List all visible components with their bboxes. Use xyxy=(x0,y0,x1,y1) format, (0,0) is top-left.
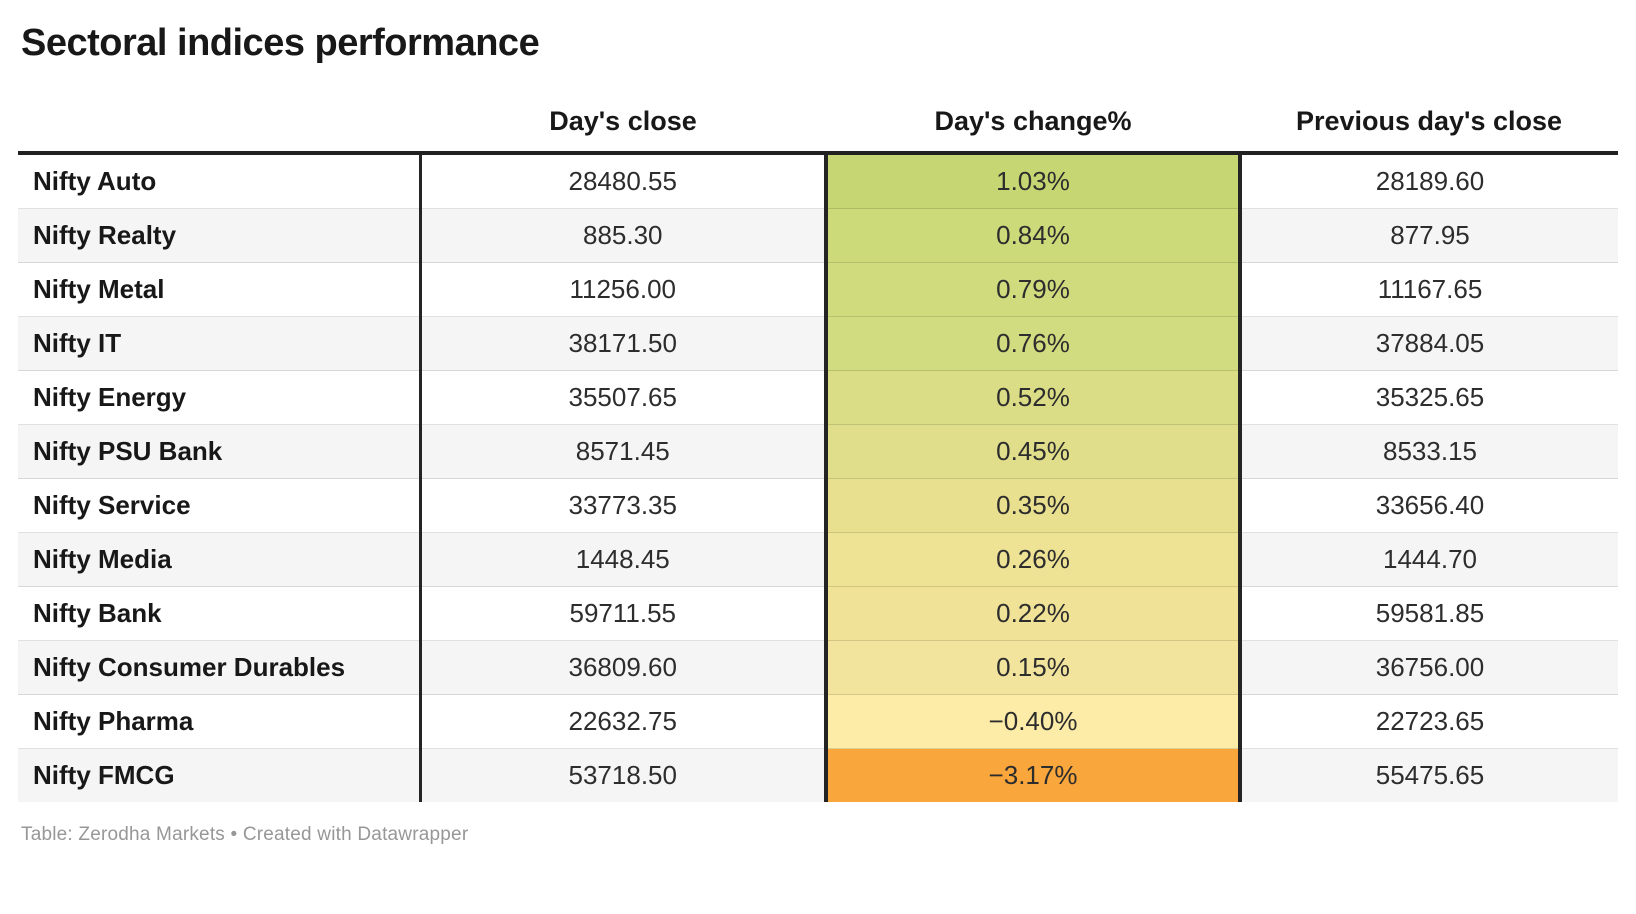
page-title: Sectoral indices performance xyxy=(21,22,540,64)
days-close-cell: 28480.55 xyxy=(568,166,677,196)
attribution-middle: • Created with xyxy=(225,824,358,845)
row-index-label: Nifty Bank xyxy=(18,586,422,641)
table-row: Nifty Service 33773.35 0.35% 33656.40 xyxy=(18,478,1618,533)
prev-close-cell: 877.95 xyxy=(1240,208,1618,263)
days-close-cell: 1448.45 xyxy=(420,532,826,587)
days-close-cell: 35507.65 xyxy=(420,370,826,425)
table-row: Nifty Auto 28480.55 1.03% 28189.60 xyxy=(18,153,1618,209)
table-row: Nifty FMCG 53718.50 −3.17% 55475.65 xyxy=(18,748,1618,802)
table-row: Nifty PSU Bank 8571.45 0.45% 8533.15 xyxy=(18,424,1618,479)
row-index-label: Nifty IT xyxy=(18,316,422,371)
table-row: Nifty Metal 11256.00 0.79% 11167.65 xyxy=(18,262,1618,317)
prev-close-cell: 28189.60 xyxy=(1375,166,1485,196)
days-close-cell: 38171.50 xyxy=(420,316,826,371)
table-row: Nifty Media 1448.45 0.26% 1444.70 xyxy=(18,532,1618,587)
attribution-prefix: Table: xyxy=(21,824,79,845)
days-close-cell: 53718.50 xyxy=(420,748,826,802)
days-close-cell: 59711.55 xyxy=(420,586,826,641)
days-change-cell: 0.79% xyxy=(824,262,1242,317)
header-index-column xyxy=(18,64,420,155)
table-row: Nifty Energy 35507.65 0.52% 35325.65 xyxy=(18,370,1618,425)
header-previous-close: Previous day's close xyxy=(1240,64,1618,155)
prev-close-cell: 11167.65 xyxy=(1240,262,1618,317)
prev-close-cell: 59581.85 xyxy=(1240,586,1618,641)
row-index-label: Nifty Pharma xyxy=(18,694,422,749)
days-change-cell: 0.52% xyxy=(824,370,1242,425)
days-change-cell: −3.17% xyxy=(824,748,1242,802)
prev-close-cell: 1444.70 xyxy=(1240,532,1618,587)
row-index-label: Nifty Consumer Durables xyxy=(18,640,422,695)
days-close-cell: 8571.45 xyxy=(420,424,826,479)
datawrapper-link[interactable]: Datawrapper xyxy=(357,824,469,845)
days-change-cell: −0.40% xyxy=(824,694,1242,749)
days-change-cell: 0.45% xyxy=(824,424,1242,479)
row-index-label: Nifty PSU Bank xyxy=(18,424,422,479)
header-days-change: Day's change% xyxy=(826,64,1240,155)
row-index-label: Nifty Realty xyxy=(18,208,422,263)
sectoral-indices-table: Day's close Day's change% Previous day's… xyxy=(18,64,1618,802)
table-row: Nifty Consumer Durables 36809.60 0.15% 3… xyxy=(18,640,1618,695)
days-close-cell: 36809.60 xyxy=(420,640,826,695)
days-change-cell: 0.76% xyxy=(824,316,1242,371)
prev-close-cell: 37884.05 xyxy=(1240,316,1618,371)
prev-close-cell: 36756.00 xyxy=(1240,640,1618,695)
table-row: Nifty Bank 59711.55 0.22% 59581.85 xyxy=(18,586,1618,641)
days-close-cell: 885.30 xyxy=(420,208,826,263)
days-change-cell: 0.15% xyxy=(824,640,1242,695)
days-close-cell: 11256.00 xyxy=(420,262,826,317)
prev-close-cell: 22723.65 xyxy=(1240,694,1618,749)
table-row: Nifty IT 38171.50 0.76% 37884.05 xyxy=(18,316,1618,371)
days-change-cell: 1.03% xyxy=(824,153,1242,209)
days-change-cell: 0.22% xyxy=(824,586,1242,641)
row-index-label: Nifty Metal xyxy=(18,262,422,317)
row-index-label: Nifty Energy xyxy=(18,370,422,425)
days-change-cell: 0.84% xyxy=(824,208,1242,263)
prev-close-cell: 33656.40 xyxy=(1240,478,1618,533)
days-change-cell: 0.26% xyxy=(824,532,1242,587)
row-index-label: Nifty FMCG xyxy=(18,748,422,802)
prev-close-cell: 8533.15 xyxy=(1240,424,1618,479)
row-index-label: Nifty Service xyxy=(18,478,422,533)
table-body: Nifty Auto 28480.55 1.03% 28189.60 Nifty… xyxy=(18,153,1618,802)
row-index-label: Nifty Auto xyxy=(18,153,422,209)
days-close-cell: 33773.35 xyxy=(420,478,826,533)
attribution: Table: Zerodha Markets • Created with Da… xyxy=(21,824,1618,846)
prev-close-cell: 35325.65 xyxy=(1240,370,1618,425)
row-index-label: Nifty Media xyxy=(18,532,422,587)
days-change-cell: 0.35% xyxy=(824,478,1242,533)
table-row: Nifty Realty 885.30 0.84% 877.95 xyxy=(18,208,1618,263)
header-days-close: Day's close xyxy=(420,64,826,155)
days-close-cell: 22632.75 xyxy=(420,694,826,749)
source-link[interactable]: Zerodha Markets xyxy=(78,824,226,845)
header-row: Day's close Day's change% Previous day's… xyxy=(18,64,1618,155)
table-row: Nifty Pharma 22632.75 −0.40% 22723.65 xyxy=(18,694,1618,749)
prev-close-cell: 55475.65 xyxy=(1240,748,1618,802)
